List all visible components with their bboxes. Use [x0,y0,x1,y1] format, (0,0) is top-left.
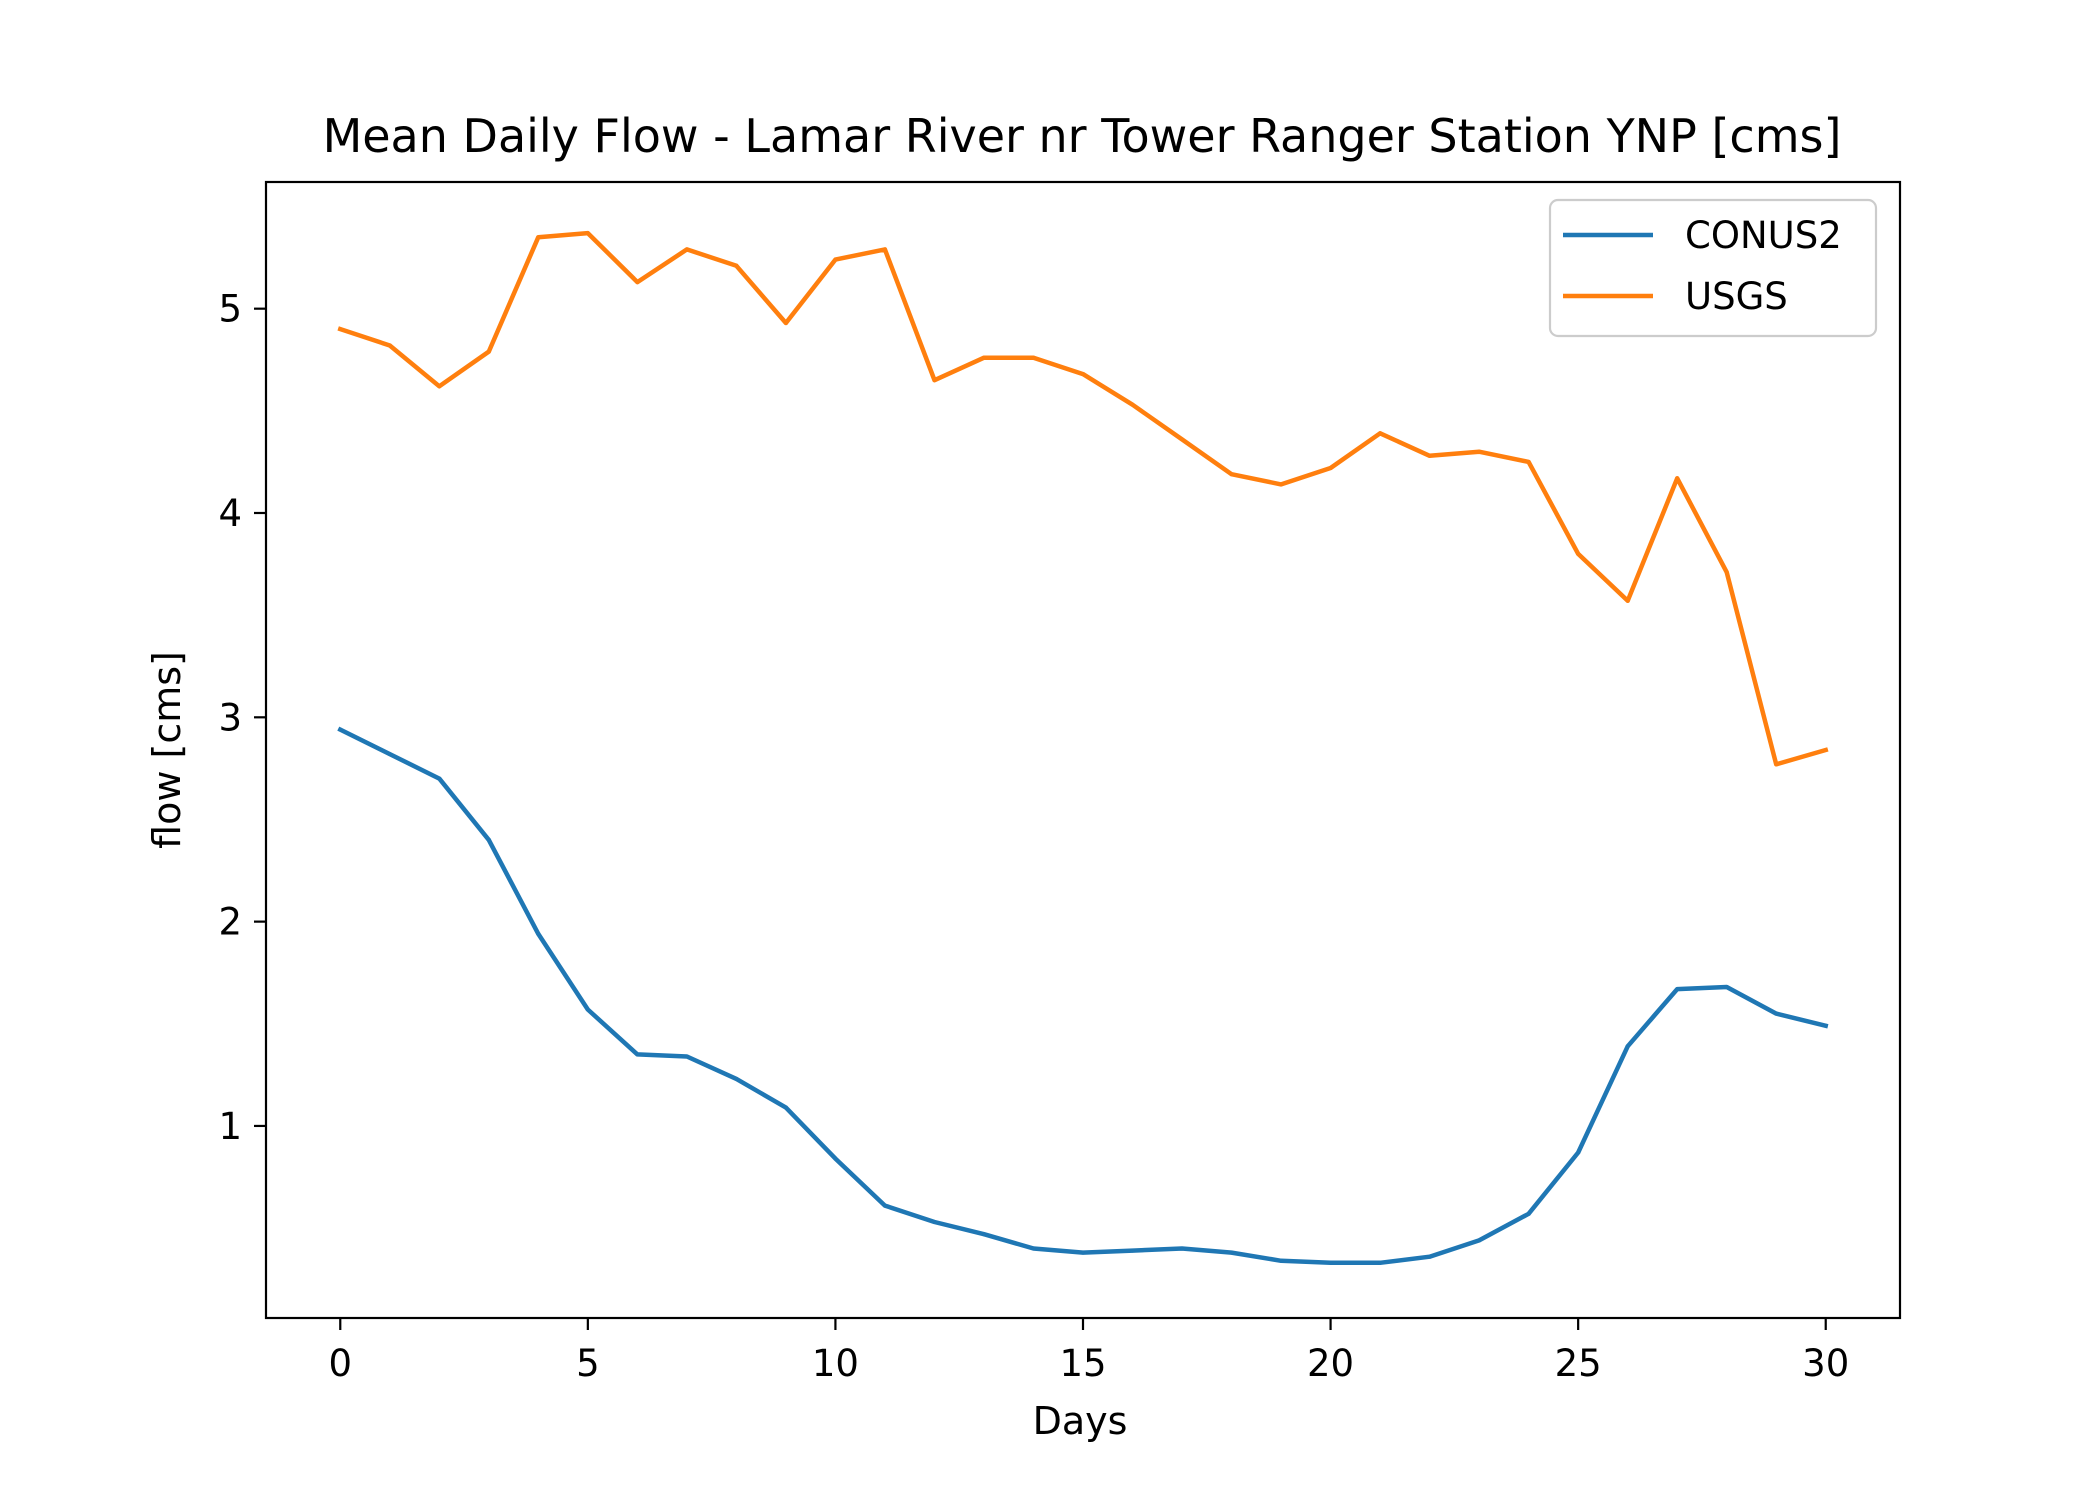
data-point-usgs [684,247,689,252]
data-point-conus2 [437,776,442,781]
data-point-conus2 [1675,987,1680,992]
data-point-conus2 [684,1054,689,1059]
data-point-usgs [1675,476,1680,481]
data-point-usgs [1081,372,1085,377]
legend-label-usgs: USGS [1685,275,1788,318]
data-point-conus2 [1378,1260,1383,1265]
data-point-usgs [635,280,640,285]
data-point-conus2 [536,931,541,936]
x-tick-label: 15 [1059,1342,1106,1385]
data-point-usgs [1576,551,1581,556]
y-tick-label: 3 [218,696,242,739]
data-point-conus2 [1823,1023,1828,1028]
data-point-conus2 [734,1076,739,1081]
data-point-usgs [1180,437,1184,442]
data-point-usgs [1427,453,1432,458]
x-axis-ticks: 0 5 10 15 20 25 30 [328,1318,1849,1385]
data-point-usgs [1130,402,1135,407]
x-tick-label: 30 [1802,1342,1849,1385]
data-point-usgs [437,384,442,389]
data-point-usgs [882,247,887,252]
data-point-conus2 [1031,1246,1036,1251]
series-group [337,230,1829,1266]
data-point-conus2 [1130,1248,1135,1253]
data-point-usgs [833,257,838,262]
data-point-conus2 [1081,1250,1085,1255]
data-point-usgs [1823,748,1828,752]
y-axis-ticks: 1 2 3 4 5 [218,288,266,1148]
data-point-conus2 [1576,1150,1581,1155]
chart-title: Mean Daily Flow - Lamar River nr Tower R… [323,109,1842,163]
data-point-conus2 [1427,1254,1432,1259]
x-tick-label: 5 [576,1342,600,1385]
data-point-conus2 [1229,1250,1234,1255]
data-point-conus2 [1477,1238,1482,1243]
data-point-usgs [486,349,491,354]
data-point-conus2 [833,1156,838,1161]
data-point-usgs [932,378,937,383]
data-point-usgs [1328,466,1333,470]
data-point-usgs [1477,449,1482,454]
data-point-conus2 [783,1105,788,1110]
data-point-conus2 [1724,985,1729,989]
y-tick-label: 1 [218,1105,242,1148]
y-tick-label: 5 [218,288,242,331]
data-point-conus2 [1774,1011,1779,1016]
data-point-conus2 [1328,1260,1333,1265]
x-tick-label: 25 [1555,1342,1602,1385]
data-point-usgs [585,231,590,236]
data-point-usgs [338,327,343,332]
data-point-usgs [1378,431,1383,436]
data-point-usgs [1229,472,1234,477]
data-point-conus2 [932,1220,937,1224]
data-point-usgs [1279,482,1284,487]
data-point-conus2 [882,1203,887,1208]
data-point-conus2 [338,727,343,732]
data-point-usgs [1724,570,1729,575]
data-point-usgs [1526,459,1531,464]
y-tick-label: 4 [218,492,242,535]
data-point-conus2 [1526,1211,1531,1216]
data-point-conus2 [1180,1246,1184,1251]
x-tick-label: 10 [812,1342,859,1385]
data-point-usgs [387,343,392,348]
data-point-usgs [982,355,986,360]
data-point-usgs [1625,598,1630,603]
x-tick-label: 20 [1307,1342,1354,1385]
data-point-conus2 [982,1232,986,1237]
data-point-usgs [1031,355,1036,360]
data-point-usgs [734,263,739,268]
data-point-conus2 [486,837,491,842]
data-point-usgs [536,235,541,240]
x-axis-label: Days [1033,1399,1128,1443]
data-point-conus2 [1625,1044,1630,1049]
legend-label-conus2: CONUS2 [1685,214,1842,257]
data-point-usgs [1774,762,1779,767]
data-point-conus2 [585,1007,590,1012]
y-tick-label: 2 [218,901,242,944]
legend: CONUS2 USGS [1548,198,1878,338]
y-axis-label: flow [cms] [145,651,189,849]
data-point-conus2 [387,752,392,757]
x-tick-label: 0 [328,1342,352,1385]
data-point-conus2 [1279,1258,1284,1263]
data-point-conus2 [635,1052,640,1057]
data-point-usgs [783,321,788,325]
